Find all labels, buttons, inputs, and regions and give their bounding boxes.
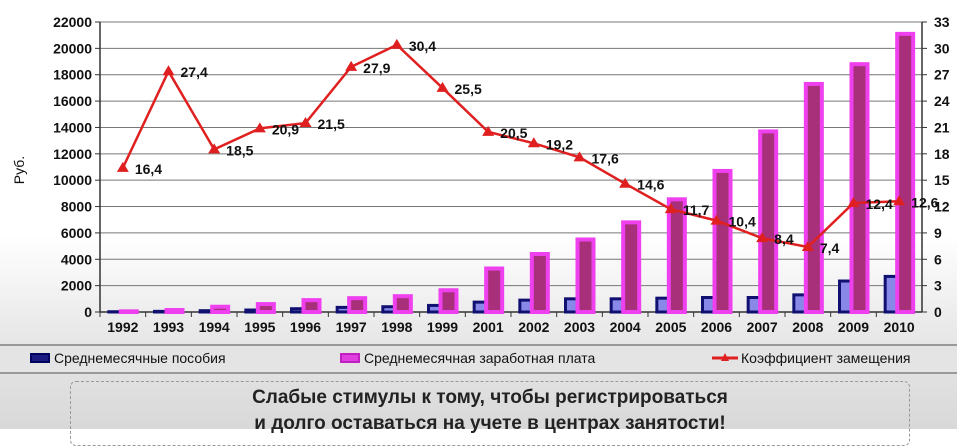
ratio-data-label: 25,5 — [455, 81, 482, 97]
legend-item-benefits: Среднемесячные пособия — [30, 350, 226, 366]
y-tick-label: 16000 — [53, 93, 92, 109]
y-tick-label: 14000 — [53, 119, 92, 135]
ratio-data-label: 20,5 — [500, 125, 527, 141]
y-tick-label: 8000 — [61, 199, 92, 215]
y-tick-label: 18000 — [53, 67, 92, 83]
bar-salary — [212, 307, 228, 312]
bar-salary — [578, 240, 594, 313]
y2-tick-label: 15 — [934, 172, 950, 188]
ratio-marker — [391, 39, 403, 49]
y-axis-label: Руб. — [11, 156, 27, 184]
bar-salary — [806, 84, 822, 312]
caption-line-2: и долго оставаться на учете в центрах за… — [71, 411, 909, 437]
y-tick-label: 4000 — [61, 251, 92, 267]
bar-salary — [532, 254, 548, 312]
y-tick-label: 22000 — [53, 14, 92, 30]
y-tick-label: 10000 — [53, 172, 92, 188]
ratio-data-label: 19,2 — [546, 136, 573, 152]
legend-item-ratio: Коэффициент замещения — [712, 350, 911, 366]
y-tick-label: 12000 — [53, 146, 92, 162]
y2-tick-label: 3 — [934, 278, 942, 294]
y2-tick-label: 27 — [934, 67, 950, 83]
ratio-data-label: 20,9 — [272, 121, 299, 137]
caption-banner: Слабые стимулы к тому, чтобы регистриров… — [70, 381, 910, 446]
ratio-data-label: 12,6 — [911, 194, 938, 210]
legend-swatch — [340, 353, 360, 363]
x-tick-label: 2002 — [518, 319, 549, 335]
legend-label: Коэффициент замещения — [741, 350, 911, 366]
legend-label: Среднемесячные пособия — [54, 350, 226, 366]
bar-salary — [441, 290, 457, 312]
x-tick-label: 1998 — [381, 319, 412, 335]
bar-salary — [852, 64, 868, 312]
chart: 0200040006000800010000120001400016000180… — [0, 0, 957, 345]
y-tick-label: 6000 — [61, 225, 92, 241]
legend-item-salary: Среднемесячная заработная плата — [340, 350, 595, 366]
ratio-data-label: 12,4 — [866, 196, 893, 212]
x-tick-label: 1993 — [153, 319, 184, 335]
y2-tick-label: 24 — [934, 93, 950, 109]
y2-tick-label: 21 — [934, 119, 950, 135]
bar-salary — [486, 269, 502, 313]
bar-salary — [715, 171, 731, 312]
legend-label: Среднемесячная заработная плата — [364, 350, 595, 366]
x-tick-label: 2006 — [701, 319, 732, 335]
x-tick-label: 1995 — [244, 319, 275, 335]
y2-tick-label: 33 — [934, 14, 950, 30]
ratio-data-label: 14,6 — [637, 177, 664, 193]
ratio-data-label: 30,4 — [409, 38, 436, 54]
y-tick-label: 2000 — [61, 278, 92, 294]
x-tick-label: 1997 — [336, 319, 367, 335]
x-tick-label: 2009 — [838, 319, 869, 335]
bar-salary — [258, 304, 274, 312]
ratio-data-label: 16,4 — [135, 161, 162, 177]
x-tick-label: 2007 — [747, 319, 778, 335]
ratio-data-label: 10,4 — [729, 214, 756, 230]
ratio-data-label: 18,5 — [226, 142, 253, 158]
y-tick-label: 20000 — [53, 40, 92, 56]
x-tick-label: 2004 — [610, 319, 641, 335]
x-tick-label: 2008 — [792, 319, 823, 335]
bar-salary — [167, 310, 183, 312]
ratio-data-label: 8,4 — [774, 231, 794, 247]
bar-salary — [623, 222, 639, 312]
ratio-marker — [163, 65, 175, 75]
ratio-marker — [117, 162, 129, 172]
x-tick-label: 1996 — [290, 319, 321, 335]
x-tick-label: 2003 — [564, 319, 595, 335]
y2-tick-label: 30 — [934, 40, 950, 56]
ratio-data-label: 21,5 — [318, 116, 345, 132]
y-tick-label: 0 — [84, 304, 92, 320]
ratio-data-label: 11,7 — [683, 202, 710, 218]
ratio-data-label: 17,6 — [592, 150, 619, 166]
legend: Среднемесячные пособия Среднемесячная за… — [0, 344, 957, 374]
y2-tick-label: 18 — [934, 146, 950, 162]
y2-tick-label: 9 — [934, 225, 942, 241]
legend-line-marker-icon — [712, 352, 738, 364]
x-tick-label: 2001 — [473, 319, 504, 335]
x-tick-label: 2005 — [655, 319, 686, 335]
bar-salary — [760, 131, 776, 312]
y2-tick-label: 0 — [934, 304, 942, 320]
ratio-data-label: 27,4 — [181, 64, 208, 80]
bar-salary — [897, 34, 913, 312]
x-tick-label: 1999 — [427, 319, 458, 335]
x-tick-label: 2010 — [884, 319, 915, 335]
bar-salary — [304, 300, 320, 312]
ratio-data-label: 7,4 — [820, 240, 840, 256]
ratio-data-label: 27,9 — [363, 60, 390, 76]
bar-salary — [349, 298, 365, 312]
legend-swatch — [30, 353, 50, 363]
x-tick-label: 1992 — [107, 319, 138, 335]
y2-tick-label: 6 — [934, 251, 942, 267]
caption-line-1: Слабые стимулы к тому, чтобы регистриров… — [71, 385, 909, 411]
bar-salary — [121, 311, 137, 312]
x-tick-label: 1994 — [199, 319, 230, 335]
bar-salary — [395, 296, 411, 312]
